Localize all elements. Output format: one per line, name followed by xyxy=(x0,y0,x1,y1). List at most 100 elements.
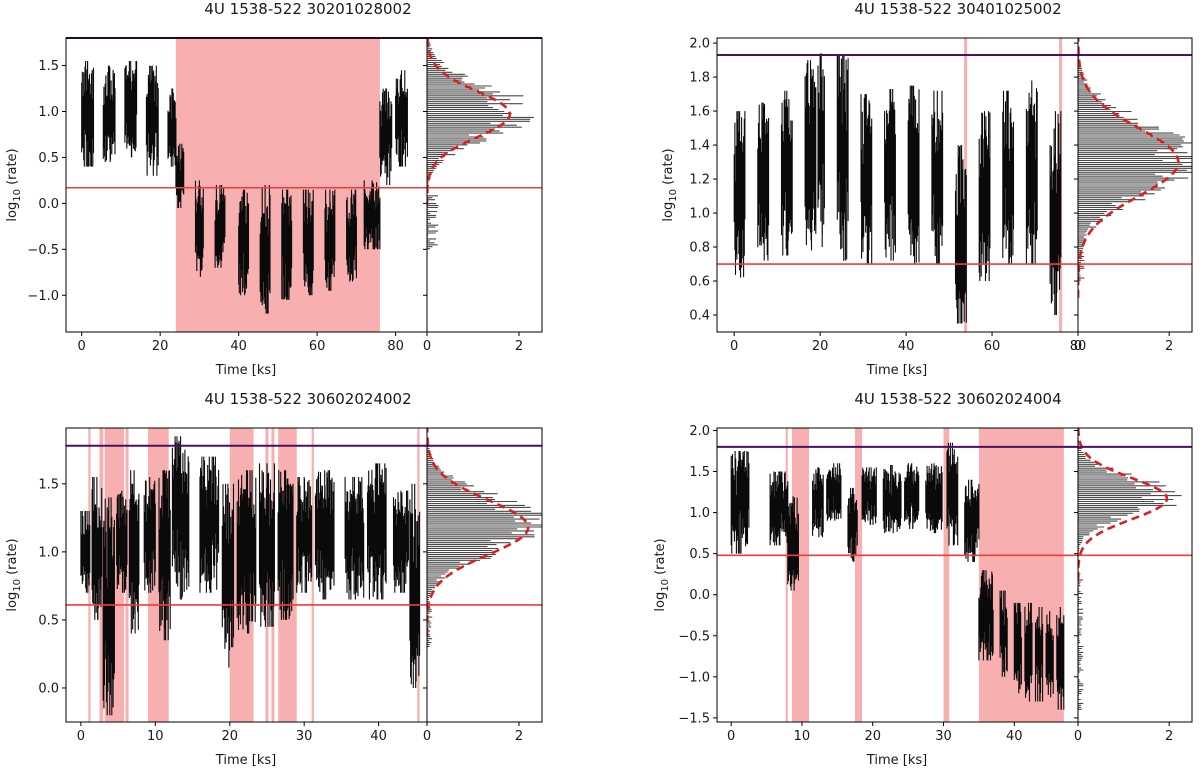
y-axis-label: log10 (rate) xyxy=(5,538,23,611)
rate-histogram xyxy=(1078,428,1182,710)
light-curve-segment xyxy=(379,88,393,185)
light-curve-segment xyxy=(780,90,793,256)
flagged-interval-band xyxy=(175,38,380,332)
light-curve-segment xyxy=(1002,90,1015,264)
light-curve-segment xyxy=(757,102,770,261)
light-curve-plot xyxy=(80,428,421,722)
histogram-axes-frame xyxy=(426,37,543,333)
light-curve-segment xyxy=(116,490,128,593)
light-curve-segment xyxy=(1025,80,1038,264)
chart-title: 4U 1538-522 30602024002 xyxy=(204,390,411,408)
hist-x-tick-label: 0 xyxy=(1074,729,1082,744)
light-curve-segment xyxy=(167,88,177,167)
rate-histogram xyxy=(427,38,534,250)
light-curve-segment xyxy=(277,470,294,620)
light-curve-segment xyxy=(158,470,171,641)
light-curve-segment xyxy=(175,143,185,208)
y-tick-label: 1.0 xyxy=(38,545,59,560)
x-tick-label: 20 xyxy=(152,339,169,354)
light-curve-segment xyxy=(199,456,220,593)
y-tick-label: 1.4 xyxy=(689,139,710,154)
main-axes-frame xyxy=(716,37,1079,333)
light-curve-segment xyxy=(281,189,293,300)
x-axis-label: Time [ks] xyxy=(866,753,927,768)
light-curve-segment xyxy=(346,189,357,282)
y-axis-label-subscript: 10 xyxy=(12,579,23,592)
flagged-interval-band xyxy=(311,428,314,722)
x-tick-label: 10 xyxy=(794,729,811,744)
light-curve-segment xyxy=(925,463,943,534)
light-curve-segment xyxy=(1056,607,1065,710)
light-curve-segment xyxy=(314,470,335,600)
y-axis-label-rest: (rate) xyxy=(5,538,20,579)
y-tick-label: 0.0 xyxy=(38,681,59,696)
panel-2: 0 20 40 60 80 0.4 0.6 0.8 1.0 1.2 1.4 1.6 1.8 2.0 0 2 4U… xyxy=(661,0,1193,378)
light-curve-segment xyxy=(1024,602,1033,702)
hist-x-tick-label: 0 xyxy=(423,339,431,354)
hist-x-tick-label: 0 xyxy=(1074,339,1082,354)
y-tick-label: 0.5 xyxy=(38,613,59,628)
y-tick-label: −0.5 xyxy=(678,629,710,644)
light-curve-segment xyxy=(733,111,746,278)
y-axis-label-base: log xyxy=(653,592,668,612)
x-axis-label: Time [ks] xyxy=(215,753,276,768)
light-curve-segment xyxy=(80,511,91,593)
y-axis-label: log10 (rate) xyxy=(5,148,23,221)
panel-3: 0 10 20 30 40 0.0 0.5 1.0 1.5 0 2 4U 1538-522 30602… xyxy=(5,390,543,768)
light-curve-plot xyxy=(730,428,1065,722)
light-curve-segment xyxy=(236,470,257,634)
x-tick-label: 0 xyxy=(77,729,85,744)
y-axis-label-subscript: 10 xyxy=(668,189,679,202)
x-axis-label: Time [ks] xyxy=(215,363,276,378)
y-tick-label: 1.5 xyxy=(689,465,710,480)
y-tick-label: −0.5 xyxy=(27,243,59,258)
chart-title: 4U 1538-522 30201028002 xyxy=(204,0,411,18)
light-curve-segment xyxy=(324,189,336,291)
x-tick-label: 0 xyxy=(730,339,738,354)
y-tick-label: 0.5 xyxy=(689,547,710,562)
light-curve-segment xyxy=(847,487,858,562)
x-tick-label: 80 xyxy=(1070,339,1087,354)
y-tick-label: 2.0 xyxy=(689,424,710,439)
y-tick-label: 1.8 xyxy=(689,71,710,86)
x-tick-label: 30 xyxy=(296,729,313,744)
flagged-interval-band xyxy=(855,428,863,722)
histogram-bars xyxy=(1078,438,1182,710)
flagged-interval-band xyxy=(125,428,129,722)
light-curve-segment xyxy=(826,463,842,521)
x-tick-label: 20 xyxy=(812,339,829,354)
x-tick-label: 40 xyxy=(1006,729,1023,744)
y-axis-label: log10 (rate) xyxy=(661,148,679,221)
gaussian-fit-curve xyxy=(1078,428,1169,581)
light-curve-segment xyxy=(238,189,250,296)
flagged-interval-band xyxy=(943,428,950,722)
light-curve-segment xyxy=(907,85,920,264)
light-curve-segment xyxy=(124,61,138,158)
light-curve-segment xyxy=(81,61,95,167)
rate-histogram xyxy=(427,428,542,648)
light-curve-segment xyxy=(1045,611,1054,698)
hist-x-tick-label: 2 xyxy=(515,339,523,354)
light-curve-segment xyxy=(999,590,1008,677)
light-curve-segment xyxy=(884,89,896,261)
light-curve-segment xyxy=(769,471,789,546)
x-tick-label: 0 xyxy=(727,729,735,744)
x-tick-label: 40 xyxy=(230,339,247,354)
gaussian-fit-curve xyxy=(427,38,512,207)
light-curve-segment xyxy=(409,483,421,688)
y-tick-label: 1.0 xyxy=(689,506,710,521)
rate-histogram xyxy=(1078,38,1192,298)
histogram-bars xyxy=(427,38,534,250)
gaussian-fit-curve xyxy=(427,428,530,637)
light-curve-segment xyxy=(1034,607,1044,702)
x-axis-label: Time [ks] xyxy=(866,363,927,378)
histogram-axes-frame xyxy=(1077,427,1193,723)
x-tick-label: 80 xyxy=(387,339,404,354)
y-axis-label-rest: (rate) xyxy=(5,148,20,189)
light-curve-segment xyxy=(171,436,190,600)
light-curve-segment xyxy=(1013,602,1022,694)
light-curve-segment xyxy=(836,55,849,261)
y-axis-label: log10 (rate) xyxy=(653,538,671,611)
light-curve-segment xyxy=(302,189,314,296)
